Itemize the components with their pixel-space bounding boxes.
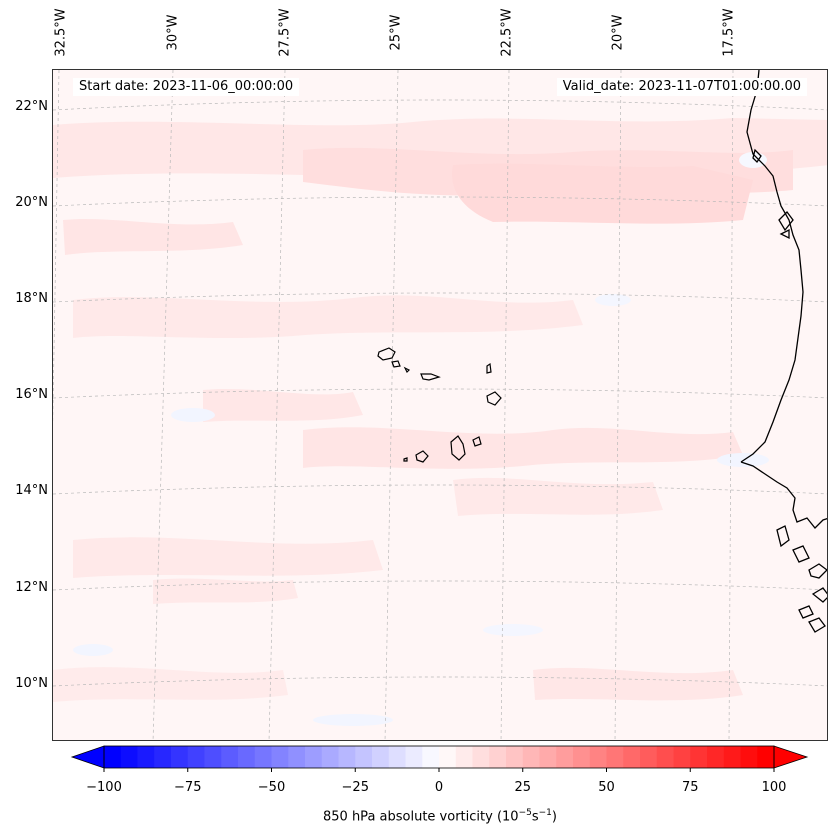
colorbar-segment — [489, 746, 507, 768]
positive-vorticity-patches — [53, 118, 827, 702]
colorbar-segment — [422, 746, 440, 768]
lon-label-25w: 25°W — [388, 14, 404, 51]
colorbar-gradient — [70, 745, 809, 772]
colorbar-segment — [640, 746, 658, 768]
valid-date-label: Valid_date: 2023-11-07T01:00:00.00 — [556, 78, 807, 96]
lon-label-17-5w: 17.5°W — [721, 8, 737, 57]
colorbar-segment — [338, 746, 356, 768]
colorbar-segment — [439, 746, 457, 768]
colorbar-segment — [673, 746, 691, 768]
lat-label-16n: 16°N — [15, 387, 48, 402]
colorbar-segment — [187, 746, 205, 768]
colorbar-tick-label: −50 — [257, 780, 286, 795]
colorbar-segment — [556, 746, 574, 768]
colorbar-segment — [740, 746, 758, 768]
colorbar-segment — [204, 746, 222, 768]
lat-label-20n: 20°N — [15, 195, 48, 210]
colorbar-label: 850 hPa absolute vorticity (10−5s−1) — [323, 808, 557, 825]
lat-label-18n: 18°N — [15, 291, 48, 306]
colorbar-segment — [321, 746, 339, 768]
colorbar-segment — [372, 746, 390, 768]
colorbar-tick-label: −25 — [341, 780, 369, 795]
colorbar-segment — [472, 746, 490, 768]
colorbar-segment — [455, 746, 473, 768]
colorbar-tick-label: 75 — [681, 780, 699, 795]
colorbar-segment — [221, 746, 239, 768]
colorbar-tick-label: 50 — [598, 780, 615, 795]
colorbar-segment — [757, 746, 775, 768]
colorbar-segment — [606, 746, 624, 768]
colorbar-segment — [656, 746, 674, 768]
colorbar-segment — [623, 746, 641, 768]
colorbar-segment — [238, 746, 256, 768]
colorbar-segment — [104, 746, 122, 768]
colorbar-segment — [723, 746, 741, 768]
colorbar-tick-label: −100 — [86, 780, 122, 795]
colorbar-segment — [539, 746, 557, 768]
lon-label-20w: 20°W — [610, 14, 626, 51]
lon-label-22-5w: 22.5°W — [499, 8, 515, 57]
colorbar-segment — [522, 746, 540, 768]
colorbar-segment — [405, 746, 423, 768]
colorbar-segment — [154, 746, 172, 768]
colorbar-segment — [355, 746, 373, 768]
colorbar-segment — [589, 746, 607, 768]
colorbar-segment — [120, 746, 138, 768]
lat-label-12n: 12°N — [15, 580, 48, 595]
lon-label-32-5w: 32.5°W — [53, 8, 69, 57]
colorbar-segment — [271, 746, 289, 768]
west-africa-coastline — [740, 70, 827, 633]
colorbar-segment — [137, 746, 155, 768]
colorbar-tick-label: −75 — [174, 780, 202, 795]
colorbar-segment — [506, 746, 524, 768]
colorbar-segment — [707, 746, 725, 768]
cape-verde-islands — [377, 347, 502, 463]
lat-label-10n: 10°N — [15, 676, 48, 691]
colorbar-segment — [573, 746, 591, 768]
colorbar-segment — [288, 746, 306, 768]
colorbar-max-extend — [773, 745, 809, 769]
lat-label-22n: 22°N — [15, 99, 48, 114]
lon-label-30w: 30°W — [165, 14, 181, 51]
gridlines — [53, 70, 827, 740]
map-panel[interactable]: Start date: 2023-11-06_00:00:00 Valid_da… — [52, 69, 828, 741]
start-date-label: Start date: 2023-11-06_00:00:00 — [73, 78, 300, 96]
colorbar-segment — [388, 746, 406, 768]
colorbar-segment — [171, 746, 189, 768]
colorbar-tick-label: 25 — [514, 780, 532, 795]
colorbar-segment — [690, 746, 708, 768]
colorbar-segment — [254, 746, 272, 768]
colorbar: −100 −75 −50 −25 0 25 50 75 100 850 hPa absolute… — [0, 740, 837, 839]
colorbar-tick-label: 0 — [434, 780, 444, 795]
colorbar-tick-label: 100 — [761, 780, 787, 795]
vorticity-field — [53, 70, 827, 740]
colorbar-segment — [305, 746, 323, 768]
lat-label-14n: 14°N — [15, 483, 48, 498]
lon-label-27-5w: 27.5°W — [277, 8, 293, 57]
colorbar-min-extend — [70, 745, 105, 769]
